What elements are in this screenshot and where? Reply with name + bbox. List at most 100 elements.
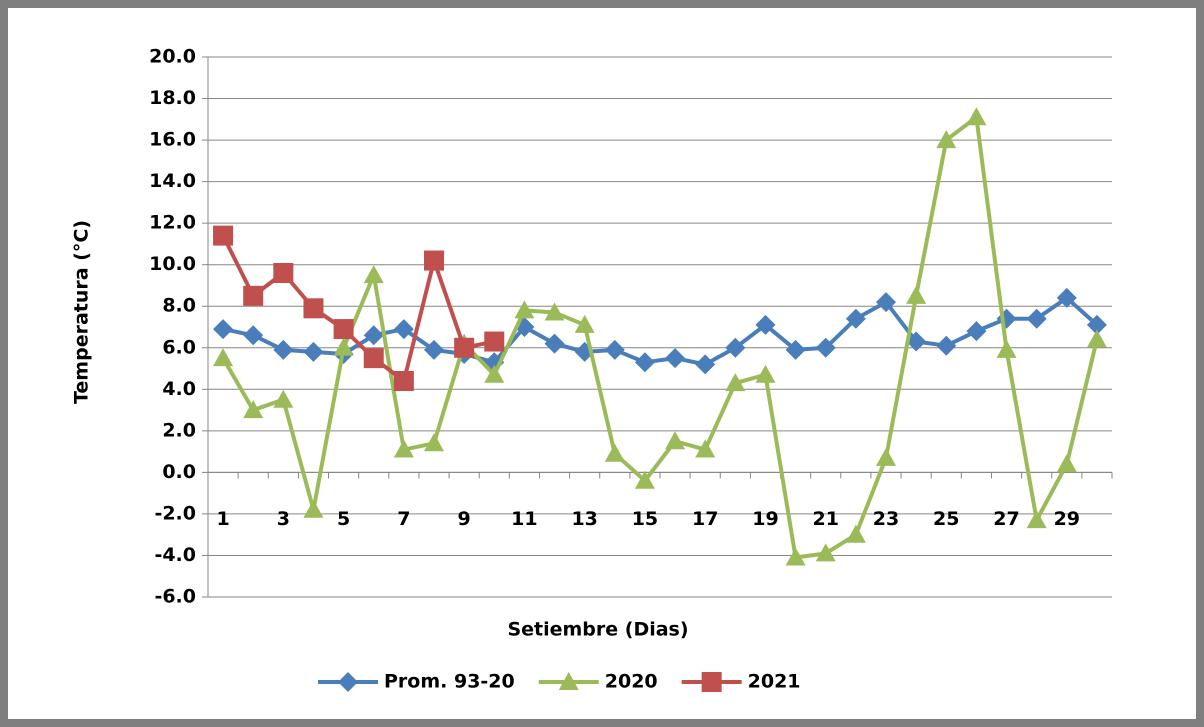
data-point <box>363 265 384 284</box>
y-tick-label: 10.0 <box>149 253 196 275</box>
data-point <box>544 302 565 321</box>
y-tick-label: 12.0 <box>149 212 196 234</box>
x-tick-label: 29 <box>1054 508 1080 530</box>
data-point <box>424 433 444 452</box>
data-point <box>936 335 957 356</box>
data-point <box>213 225 234 246</box>
data-point <box>393 371 414 391</box>
series-line <box>221 115 1099 560</box>
data-point <box>514 300 535 319</box>
data-point <box>815 543 836 562</box>
x-tick-label: 1 <box>216 508 229 530</box>
data-point <box>695 439 716 458</box>
x-tick-label: 13 <box>571 508 597 530</box>
y-tick-label: 6.0 <box>162 336 196 358</box>
data-point <box>725 373 746 392</box>
data-point <box>363 325 384 346</box>
data-point <box>273 339 294 360</box>
data-point <box>845 308 866 329</box>
y-tick-label: -2.0 <box>154 502 196 524</box>
data-point <box>454 337 475 358</box>
data-point <box>634 352 655 373</box>
y-axis-title: Temperatura (°C) <box>71 220 93 404</box>
data-point <box>1086 329 1107 348</box>
x-tick-label: 27 <box>993 508 1019 530</box>
data-point <box>243 285 264 306</box>
data-point <box>424 339 444 360</box>
data-point <box>484 331 505 352</box>
x-tick-label: 25 <box>933 508 959 530</box>
data-point <box>665 348 686 369</box>
data-point <box>785 339 806 360</box>
x-tick-label: 23 <box>873 508 899 530</box>
data-point <box>1056 454 1077 473</box>
data-point <box>574 314 595 333</box>
legend-label: 2020 <box>605 671 658 693</box>
y-tick-label: 2.0 <box>162 419 196 441</box>
data-point <box>243 400 264 419</box>
legend-marker <box>701 672 722 692</box>
data-point <box>243 325 264 346</box>
data-point <box>303 499 324 518</box>
y-tick-label: 14.0 <box>149 170 196 192</box>
y-tick-label: -4.0 <box>154 544 196 566</box>
data-point <box>1026 510 1047 529</box>
data-point <box>755 364 776 383</box>
legend-label: Prom. 93-20 <box>384 671 515 693</box>
data-point <box>303 341 324 362</box>
data-point <box>755 314 776 335</box>
data-point <box>996 339 1017 358</box>
data-point <box>393 319 414 340</box>
y-tick-label: 18.0 <box>149 87 196 109</box>
x-axis-title: Setiembre (Dias) <box>507 619 688 641</box>
data-point <box>845 524 866 543</box>
data-point <box>273 263 294 283</box>
data-point <box>333 337 354 356</box>
y-tick-label: -6.0 <box>154 586 196 608</box>
data-point <box>544 333 565 354</box>
legend-label: 2021 <box>748 671 801 693</box>
data-point <box>273 389 294 408</box>
y-tick-label: 4.0 <box>162 378 196 400</box>
data-point <box>906 285 927 304</box>
data-point <box>363 348 384 369</box>
data-point <box>1056 287 1077 308</box>
data-point <box>785 547 806 566</box>
x-tick-label: 7 <box>397 508 410 530</box>
x-tick-label: 9 <box>458 508 471 530</box>
x-tick-label: 19 <box>752 508 778 530</box>
data-point <box>876 447 896 466</box>
data-point <box>1086 314 1107 335</box>
data-point <box>424 250 444 271</box>
data-point <box>665 431 686 450</box>
data-point <box>303 298 324 319</box>
data-point <box>213 348 234 367</box>
data-point <box>634 470 655 489</box>
data-point <box>966 321 987 342</box>
x-tick-label: 11 <box>511 508 537 530</box>
legend-marker <box>558 672 579 690</box>
data-point <box>333 319 354 340</box>
data-point <box>604 339 625 360</box>
data-point <box>725 337 746 358</box>
legend-marker <box>338 672 358 692</box>
series-line <box>221 234 495 383</box>
x-tick-label: 3 <box>277 508 290 530</box>
data-point <box>484 364 505 383</box>
data-point <box>604 443 625 462</box>
data-point <box>815 337 836 358</box>
y-tick-label: 8.0 <box>162 295 196 317</box>
data-point <box>966 107 987 126</box>
x-tick-label: 15 <box>632 508 658 530</box>
data-point <box>906 331 927 352</box>
x-tick-label: 5 <box>337 508 350 530</box>
x-tick-label: 21 <box>813 508 839 530</box>
data-point <box>936 130 957 149</box>
y-tick-label: 20.0 <box>149 46 196 68</box>
data-point <box>695 354 716 375</box>
y-tick-label: 16.0 <box>149 129 196 151</box>
data-point <box>1026 308 1047 329</box>
